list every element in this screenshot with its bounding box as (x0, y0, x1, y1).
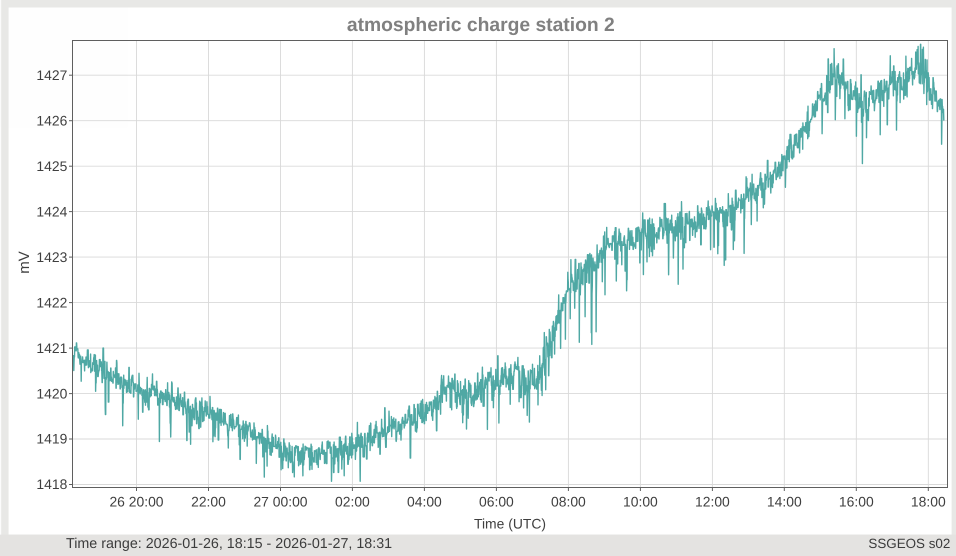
svg-text:04:00: 04:00 (407, 494, 442, 510)
svg-text:26 20:00: 26 20:00 (109, 494, 163, 510)
svg-text:16:00: 16:00 (839, 494, 874, 510)
svg-text:1420: 1420 (36, 385, 67, 401)
svg-text:1422: 1422 (36, 294, 67, 310)
svg-text:1421: 1421 (36, 340, 67, 356)
svg-text:1423: 1423 (36, 249, 67, 265)
svg-text:Time range: 2026-01-26, 18:15: Time range: 2026-01-26, 18:15 - 2026-01-… (66, 536, 392, 552)
svg-text:08:00: 08:00 (551, 494, 586, 510)
svg-text:Time (UTC): Time (UTC) (474, 516, 546, 532)
svg-text:SSGEOS s02: SSGEOS s02 (868, 536, 950, 551)
svg-text:12:00: 12:00 (695, 494, 730, 510)
svg-text:22:00: 22:00 (191, 494, 226, 510)
svg-text:atmospheric charge station 2: atmospheric charge station 2 (347, 15, 615, 36)
svg-text:18:00: 18:00 (911, 494, 946, 510)
svg-text:1424: 1424 (36, 203, 67, 219)
svg-text:1418: 1418 (36, 476, 67, 492)
svg-text:1425: 1425 (36, 158, 67, 174)
svg-text:1419: 1419 (36, 431, 67, 447)
svg-text:02:00: 02:00 (335, 494, 370, 510)
svg-text:06:00: 06:00 (479, 494, 514, 510)
svg-text:14:00: 14:00 (767, 494, 802, 510)
svg-text:1426: 1426 (36, 112, 67, 128)
svg-text:27 00:00: 27 00:00 (253, 494, 307, 510)
svg-text:1427: 1427 (36, 67, 67, 83)
svg-text:10:00: 10:00 (623, 494, 658, 510)
svg-text:mV: mV (16, 251, 33, 274)
